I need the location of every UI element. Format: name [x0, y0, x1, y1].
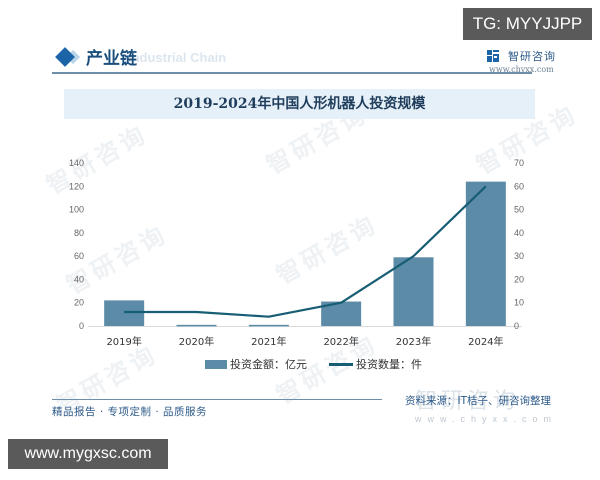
chart-title: 2019-2024年中国人形机器人投资规模	[173, 96, 426, 112]
section-title: 产业链	[86, 49, 137, 69]
y-left-tick-label: 40	[74, 274, 84, 284]
y-right-tick-label: 40	[514, 228, 524, 238]
footer-watermark: 智研咨询	[415, 389, 520, 414]
line-series	[124, 185, 487, 318]
bar	[176, 324, 217, 327]
y-right-tick-label: 50	[514, 205, 524, 215]
brand-logo-icon	[487, 50, 499, 62]
section-subtitle-ghost: Industrial Chain	[128, 50, 227, 65]
legend-bar-swatch	[205, 359, 227, 369]
y-right-tick-label: 10	[514, 298, 524, 308]
legend-line-label: 投资数量：件	[356, 358, 422, 371]
footer-tagline: 精品报告 · 专项定制 · 品质服务	[52, 406, 208, 418]
y-right-tick-label: 20	[514, 274, 524, 284]
y-right-tick-label: 60	[514, 181, 524, 191]
site-badge: www.mygxsc.com	[8, 439, 168, 469]
y-left-tick-label: 0	[79, 321, 84, 331]
y-left-tick-label: 20	[74, 298, 84, 308]
legend-line-swatch	[329, 362, 353, 366]
brand-name: 智研咨询	[508, 50, 556, 63]
y-right-tick-label: 0	[514, 321, 519, 331]
bar	[248, 324, 289, 327]
x-tick-label: 2020年	[179, 335, 214, 348]
bar	[104, 300, 145, 326]
y-left-tick-label: 140	[69, 158, 84, 168]
x-tick-label: 2019年	[106, 335, 141, 348]
x-tick-label: 2021年	[251, 335, 286, 348]
chart-legend: 投资金额：亿元 投资数量：件	[205, 355, 422, 373]
y-left-tick-label: 60	[74, 251, 84, 261]
data-source: 资料来源：IT桔子、研咨询整理	[405, 395, 552, 407]
y-left-tick-label: 120	[69, 181, 84, 191]
y-right-tick-label: 70	[514, 158, 524, 168]
x-tick-label: 2022年	[323, 335, 358, 348]
y-left-tick-label: 80	[74, 228, 84, 238]
y-right-tick-label: 30	[514, 251, 524, 261]
brand-url: www.chyxx.com	[489, 65, 554, 74]
tg-badge: TG: MYYJJPP	[463, 8, 592, 40]
header-divider	[52, 72, 532, 74]
footer-watermark-url: www.chyxx.com	[415, 414, 558, 424]
chart-title-bar	[64, 89, 535, 119]
footer-divider	[52, 399, 382, 400]
bar	[393, 257, 434, 326]
x-tick-label: 2023年	[396, 335, 431, 348]
x-tick-label: 2024年	[468, 335, 503, 348]
legend-bar-label: 投资金额：亿元	[230, 358, 307, 371]
bar	[465, 181, 506, 326]
y-left-tick-label: 100	[69, 205, 84, 215]
